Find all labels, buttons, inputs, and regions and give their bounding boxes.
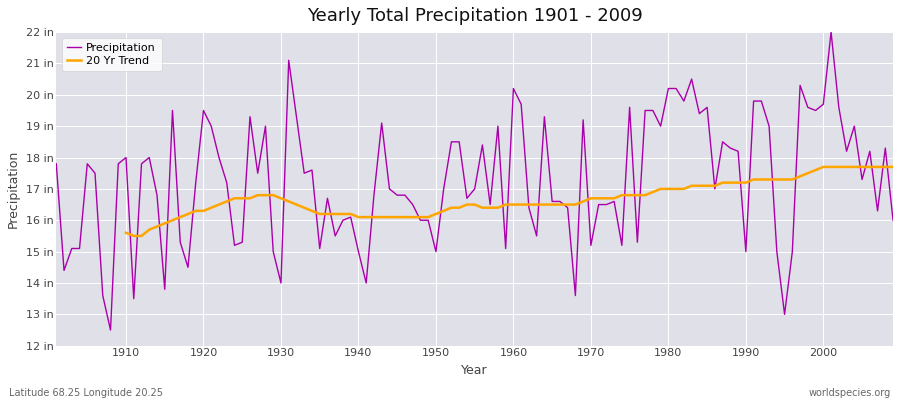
- Text: worldspecies.org: worldspecies.org: [809, 388, 891, 398]
- X-axis label: Year: Year: [462, 364, 488, 377]
- 20 Yr Trend: [864, 164, 875, 169]
- Y-axis label: Precipitation: Precipitation: [7, 150, 20, 228]
- Precipitation: [338, 218, 348, 223]
- Precipitation: [608, 199, 619, 204]
- Precipitation: [291, 114, 302, 119]
- 20 Yr Trend: [586, 196, 597, 201]
- Precipitation: [105, 328, 116, 332]
- 20 Yr Trend: [887, 164, 898, 169]
- Title: Yearly Total Precipitation 1901 - 2009: Yearly Total Precipitation 1901 - 2009: [307, 7, 643, 25]
- Text: Latitude 68.25 Longitude 20.25: Latitude 68.25 Longitude 20.25: [9, 388, 163, 398]
- Precipitation: [51, 161, 62, 166]
- 20 Yr Trend: [307, 208, 318, 213]
- 20 Yr Trend: [818, 164, 829, 169]
- Precipitation: [516, 102, 526, 106]
- 20 Yr Trend: [842, 164, 852, 169]
- Legend: Precipitation, 20 Yr Trend: Precipitation, 20 Yr Trend: [62, 38, 162, 71]
- Precipitation: [121, 155, 131, 160]
- 20 Yr Trend: [524, 202, 535, 207]
- Precipitation: [887, 218, 898, 223]
- 20 Yr Trend: [121, 230, 131, 235]
- Precipitation: [825, 30, 836, 34]
- 20 Yr Trend: [129, 234, 140, 238]
- Precipitation: [508, 86, 518, 91]
- Line: Precipitation: Precipitation: [57, 32, 893, 330]
- 20 Yr Trend: [275, 196, 286, 201]
- Line: 20 Yr Trend: 20 Yr Trend: [126, 167, 893, 236]
